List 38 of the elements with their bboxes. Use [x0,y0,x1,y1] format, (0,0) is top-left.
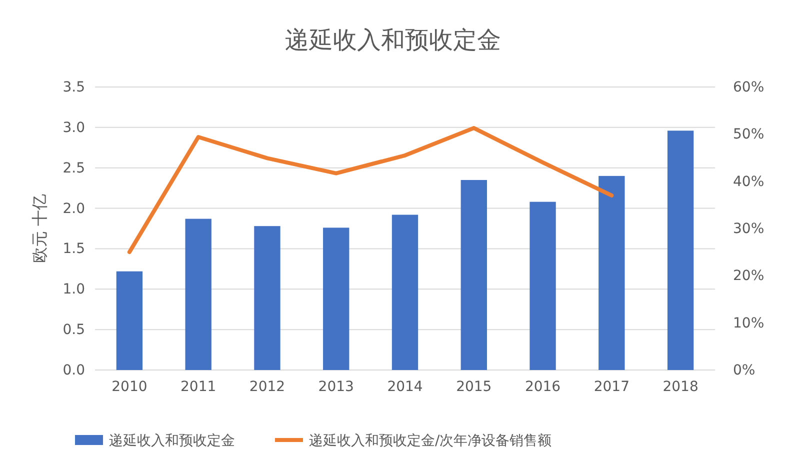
y2-tick-label: 50% [733,126,764,143]
chart-title: 递延收入和预收定金 [285,26,501,54]
bar [116,271,143,370]
y-tick-label: 3.5 [62,79,85,96]
y-tick-label: 1.5 [62,241,85,258]
y-tick-label: 3.0 [62,120,85,136]
x-tick-label: 2013 [318,379,354,396]
y2-tick-label: 0% [733,362,756,378]
legend-label: 递延收入和预收定金 [109,433,235,449]
x-tick-label: 2018 [662,379,698,396]
bar [254,226,280,370]
x-tick-label: 2015 [456,379,492,396]
y-tick-label: 2.0 [62,200,85,217]
x-tick-label: 2017 [594,379,630,396]
legend-label: 递延收入和预收定金/次年净设备销售额 [309,433,552,449]
y2-tick-label: 60% [733,79,764,96]
x-tick-label: 2014 [387,379,423,396]
y2-tick-label: 30% [733,220,764,237]
y-tick-label: 0.5 [62,322,85,338]
y-tick-label: 1.0 [62,282,85,298]
bar [598,176,625,370]
x-tick-label: 2012 [249,379,286,396]
bar [667,130,694,370]
y-axis-title: 欧元 十亿 [30,194,49,264]
y-tick-label: 2.5 [62,160,85,176]
bar [530,202,556,370]
bar [392,214,418,370]
line-series [127,126,614,254]
x-tick-label: 2011 [180,379,216,396]
bar [323,228,350,370]
y-tick-label: 0.0 [62,362,85,378]
x-tick-label: 2016 [524,379,561,396]
y2-tick-label: 10% [733,315,764,332]
y2-tick-label: 20% [733,268,764,284]
y2-tick-label: 40% [733,174,764,190]
x-tick-label: 2010 [112,379,148,396]
bar [185,218,212,370]
bar [460,180,487,370]
